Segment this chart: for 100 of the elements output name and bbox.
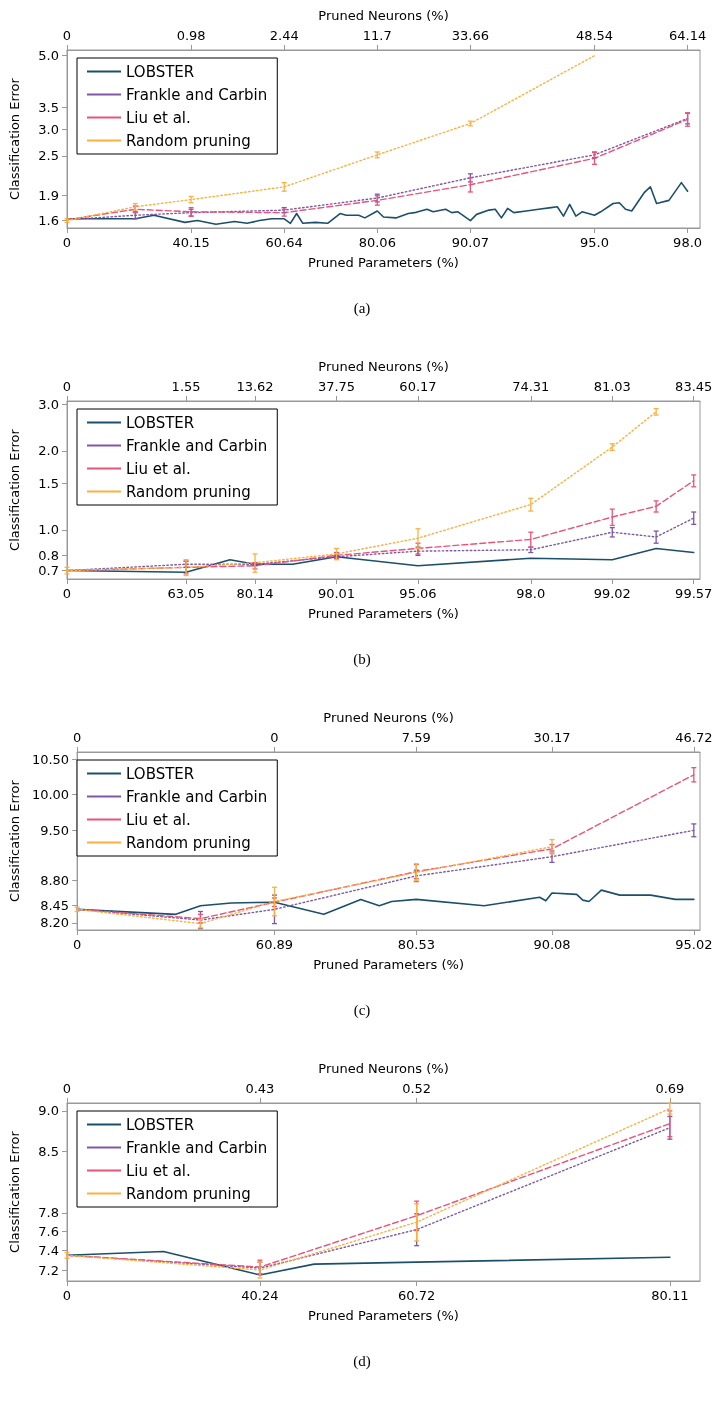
x-axis-title: Pruned Parameters (%)	[308, 1308, 459, 1323]
annotation: 74.31	[512, 379, 550, 394]
x-tick-label: 98.0	[516, 586, 546, 601]
x2-axis-title: Pruned Neurons (%)	[318, 8, 449, 23]
annotation: 0.69	[655, 1081, 685, 1096]
legend-label: Random pruning	[126, 1184, 251, 1203]
y-tick-label: 7.8	[38, 1205, 59, 1221]
y-tick-label: 10.00	[31, 787, 70, 803]
annotation: 48.54	[575, 28, 614, 43]
text: 0	[62, 1081, 72, 1096]
x-tick-label: 90.07	[451, 235, 489, 250]
annotation: 0.43	[245, 1081, 275, 1096]
legend-label: Liu et al.	[126, 810, 191, 829]
y-axis-title: Classification Error	[7, 428, 22, 551]
annotation: 37.75	[317, 379, 356, 394]
text: 0	[72, 730, 82, 745]
annotation: 46.72	[675, 730, 713, 745]
y-tick-label: 8.80	[40, 872, 70, 888]
x-tick-label: 98.0	[673, 235, 703, 250]
annotation: 83.45	[675, 379, 713, 394]
y-axis-title: Classification Error	[7, 1130, 22, 1253]
y-tick-label: 1.0	[38, 522, 59, 538]
y-tick-label: 8.20	[40, 915, 70, 931]
y-tick-label: 7.6	[38, 1223, 59, 1239]
x-tick-label: 80.53	[397, 937, 435, 952]
annotation: 81.03	[593, 379, 631, 394]
text: 0	[62, 379, 72, 394]
x-tick-label: 95.06	[399, 586, 437, 601]
y-tick-label: 5.0	[38, 48, 59, 64]
annotation: 30.17	[533, 730, 571, 745]
text: (b)	[353, 650, 371, 668]
x-tick-label: 40.24	[241, 1288, 279, 1303]
x-tick-label: 99.02	[593, 586, 631, 601]
y-tick-label: 2.5	[38, 148, 59, 164]
x-tick-label: 63.05	[167, 586, 205, 601]
annotation: 0.98	[176, 28, 206, 43]
legend-label: Random pruning	[126, 833, 251, 852]
annotation: 1.55	[171, 379, 201, 394]
y-tick-label: 7.4	[38, 1242, 59, 1258]
x-tick-label: 90.08	[533, 937, 571, 952]
y-tick-label: 1.9	[38, 188, 59, 204]
y-tick-label: 7.2	[38, 1262, 59, 1278]
y-tick-label: 0.7	[38, 563, 59, 579]
x-tick-label: 95.0	[580, 235, 609, 250]
x-axis-title: Pruned Parameters (%)	[313, 957, 464, 972]
text: (a)	[353, 299, 371, 317]
legend-label: LOBSTER	[126, 764, 195, 783]
annotation: 2.44	[269, 28, 299, 43]
annotation: 11.7	[362, 28, 392, 43]
y-tick-label: 8.45	[40, 897, 70, 913]
text: (d)	[353, 1352, 371, 1370]
y-axis-title: Classification Error	[7, 77, 22, 200]
y-tick-label: 9.0	[38, 1103, 59, 1119]
y-tick-label: 2.0	[38, 443, 59, 459]
annotation: 64.14	[668, 28, 707, 43]
annotation: 33.66	[451, 28, 489, 43]
legend-label: LOBSTER	[126, 62, 195, 81]
x-tick-label: 60.64	[265, 235, 303, 250]
y-tick-label: 3.5	[38, 99, 59, 115]
text: 0	[62, 28, 72, 43]
x-tick-label: 99.57	[675, 586, 713, 601]
legend-label: Frankle and Carbin	[126, 787, 268, 806]
annotation: 0.52	[402, 1081, 432, 1096]
y-tick-label: 0.8	[38, 547, 59, 563]
text: (c)	[353, 1001, 371, 1019]
legend-label: Random pruning	[126, 482, 251, 501]
x-tick-label: 90.01	[317, 586, 356, 601]
legend-label: Liu et al.	[126, 1161, 191, 1180]
y-tick-label: 10.50	[31, 751, 70, 767]
x2-axis-title: Pruned Neurons (%)	[318, 359, 449, 374]
y-tick-label: 8.5	[38, 1144, 59, 1160]
annotation: 0	[270, 730, 279, 745]
legend-label: Frankle and Carbin	[126, 1138, 268, 1157]
legend-label: Frankle and Carbin	[126, 436, 268, 455]
x2-axis-title: Pruned Neurons (%)	[323, 710, 454, 725]
x-tick-label: 80.14	[236, 586, 274, 601]
y-tick-label: 1.5	[38, 476, 59, 492]
y-tick-label: 3.0	[38, 122, 59, 138]
legend-label: Liu et al.	[126, 459, 191, 478]
x-tick-label: 0	[62, 235, 72, 250]
annotation: 60.17	[399, 379, 437, 394]
y-axis-title: Classification Error	[7, 779, 22, 902]
x-tick-label: 0	[62, 586, 72, 601]
x-tick-label: 80.06	[358, 235, 396, 250]
x-tick-label: 80.11	[651, 1288, 689, 1303]
legend-label: LOBSTER	[126, 1115, 195, 1134]
legend-label: Liu et al.	[126, 108, 191, 127]
x-tick-label: 60.89	[255, 937, 294, 952]
y-tick-label: 1.6	[38, 213, 59, 229]
x-tick-label: 0	[62, 1288, 72, 1303]
x-axis-title: Pruned Parameters (%)	[308, 255, 459, 270]
legend-label: LOBSTER	[126, 413, 195, 432]
annotation: 7.59	[401, 730, 431, 745]
x-tick-label: 95.02	[675, 937, 713, 952]
y-tick-label: 3.0	[38, 397, 59, 413]
legend-label: Frankle and Carbin	[126, 85, 268, 104]
legend-label: Random pruning	[126, 131, 251, 150]
x-tick-label: 40.15	[172, 235, 210, 250]
x-tick-label: 0	[72, 937, 82, 952]
x-axis-title: Pruned Parameters (%)	[308, 606, 459, 621]
